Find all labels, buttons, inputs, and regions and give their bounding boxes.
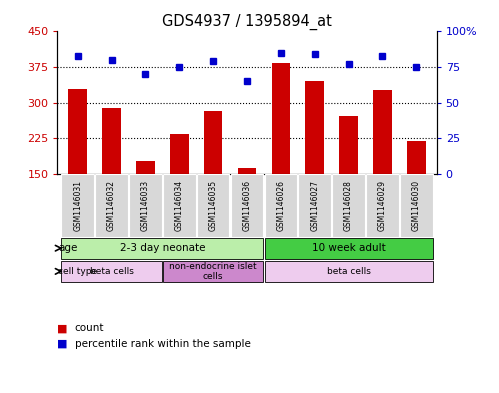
Text: ■: ■ — [57, 339, 68, 349]
Bar — [197, 174, 230, 237]
Text: ■: ■ — [57, 323, 68, 333]
Bar — [61, 237, 263, 259]
Bar — [68, 90, 87, 174]
Text: GSM1146029: GSM1146029 — [378, 180, 387, 231]
Text: 2-3 day neonate: 2-3 day neonate — [120, 243, 205, 253]
Bar — [400, 174, 433, 237]
Bar — [305, 81, 324, 174]
Bar — [264, 174, 297, 237]
Bar — [271, 63, 290, 174]
Text: GSM1146036: GSM1146036 — [243, 180, 251, 231]
Bar — [95, 174, 128, 237]
Bar — [238, 168, 256, 174]
Text: GSM1146028: GSM1146028 — [344, 180, 353, 231]
Text: GSM1146027: GSM1146027 — [310, 180, 319, 231]
Text: beta cells: beta cells — [327, 267, 371, 276]
Bar — [366, 174, 399, 237]
Text: GSM1146031: GSM1146031 — [73, 180, 82, 231]
Bar — [373, 90, 392, 174]
Text: percentile rank within the sample: percentile rank within the sample — [75, 339, 250, 349]
Bar — [61, 261, 162, 282]
Bar — [163, 261, 263, 282]
Bar — [339, 116, 358, 174]
Bar — [170, 134, 189, 174]
Text: GSM1146034: GSM1146034 — [175, 180, 184, 231]
Text: count: count — [75, 323, 104, 333]
Text: 10 week adult: 10 week adult — [312, 243, 385, 253]
Text: age: age — [58, 243, 77, 253]
Text: GSM1146035: GSM1146035 — [209, 180, 218, 231]
Bar — [102, 108, 121, 174]
Title: GDS4937 / 1395894_at: GDS4937 / 1395894_at — [162, 14, 332, 30]
Text: GSM1146032: GSM1146032 — [107, 180, 116, 231]
Text: GSM1146026: GSM1146026 — [276, 180, 285, 231]
Bar — [61, 174, 94, 237]
Bar — [298, 174, 331, 237]
Text: non-endocrine islet
cells: non-endocrine islet cells — [169, 262, 257, 281]
Text: cell type: cell type — [58, 267, 97, 276]
Text: beta cells: beta cells — [90, 267, 134, 276]
Bar — [332, 174, 365, 237]
Bar — [204, 111, 223, 174]
Bar — [129, 174, 162, 237]
Bar — [407, 141, 426, 174]
Text: GSM1146030: GSM1146030 — [412, 180, 421, 231]
Bar — [264, 237, 433, 259]
Bar — [163, 174, 196, 237]
Bar — [264, 261, 433, 282]
Bar — [136, 161, 155, 174]
Text: GSM1146033: GSM1146033 — [141, 180, 150, 231]
Bar — [231, 174, 263, 237]
